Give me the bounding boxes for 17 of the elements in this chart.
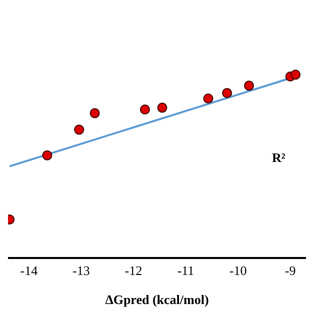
point <box>290 70 301 80</box>
point <box>42 150 52 160</box>
point <box>244 80 254 91</box>
x-tick-label: -14 <box>20 263 38 278</box>
x-tick-label: -10 <box>229 263 247 278</box>
point <box>140 104 150 115</box>
point <box>222 88 232 98</box>
x-axis-title: ΔGpred (kcal/mol) <box>105 292 209 307</box>
point <box>157 102 168 113</box>
annotation: R² <box>272 150 286 166</box>
point <box>203 93 214 104</box>
x-tick-label: -9 <box>284 263 296 278</box>
x-tick-label: -11 <box>177 263 194 278</box>
x-tick-label: -12 <box>124 263 142 278</box>
x-tick-label: -13 <box>72 263 90 278</box>
point <box>74 124 84 135</box>
point <box>90 108 100 118</box>
